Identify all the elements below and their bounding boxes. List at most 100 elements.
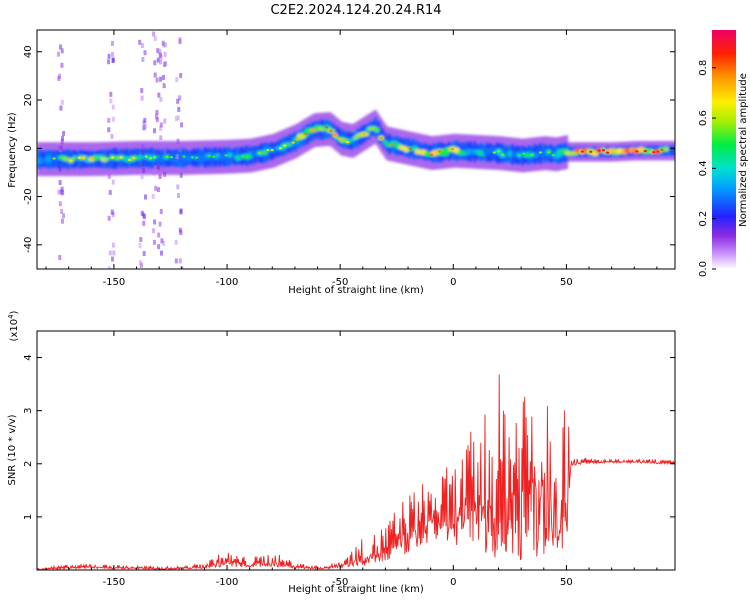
speckle (176, 138, 180, 144)
speckle (178, 258, 182, 264)
band-mid (37, 149, 40, 170)
speckle (162, 241, 166, 247)
ridge-core (387, 144, 392, 147)
ridge-core (81, 156, 86, 159)
speckle (154, 165, 158, 171)
ridge-core (127, 158, 132, 162)
band-mid (354, 131, 357, 148)
ridge-core (207, 154, 211, 157)
x-tick-label: -50 (332, 577, 348, 588)
speckle (109, 98, 113, 104)
speckle (177, 193, 181, 199)
ridge-blob (411, 146, 419, 151)
ridge-core (438, 150, 442, 153)
speckle (141, 150, 145, 156)
snr-y-multiplier: (x104) (7, 310, 20, 341)
ridge-core (190, 156, 195, 159)
ridge-core (165, 155, 169, 158)
speckle (163, 118, 167, 124)
y-tick-label: 40 (23, 45, 34, 58)
band-mid (377, 121, 381, 143)
speckle (154, 114, 158, 120)
ridge-core (291, 141, 295, 144)
x-tick-label: -100 (216, 277, 239, 288)
speckle (155, 117, 159, 123)
speckle (153, 60, 157, 66)
spectrogram-x-label: Height of straight line (km) (288, 285, 424, 296)
speckle (159, 96, 163, 102)
speckle (159, 76, 163, 82)
speckle (107, 127, 111, 133)
speckle (60, 186, 64, 192)
speckle (60, 62, 64, 68)
ridge-core (652, 151, 656, 154)
speckle (161, 74, 165, 80)
ridge-core (643, 150, 647, 153)
y-tick-label: 4 (23, 354, 34, 360)
speckle (159, 59, 163, 65)
speckle (163, 52, 167, 58)
speckle (159, 209, 163, 215)
ridge-core (195, 156, 199, 159)
speckle (139, 262, 143, 268)
ridge-core (538, 151, 543, 154)
ridge-core (211, 155, 216, 158)
ridge-core (182, 155, 186, 158)
ridge-core (119, 156, 123, 159)
snr-series (37, 374, 675, 570)
speckle (143, 50, 147, 56)
speckle (107, 215, 111, 221)
ridge-core (492, 151, 496, 154)
ridge-core (362, 133, 366, 136)
ridge-core (379, 136, 383, 140)
ridge-core (245, 155, 249, 158)
speckle (158, 48, 162, 54)
speckle (111, 57, 115, 63)
ridge-core (522, 152, 526, 155)
speckle (108, 189, 112, 195)
speckle (142, 220, 146, 226)
speckle (139, 162, 143, 168)
ridge-blob (259, 150, 269, 155)
speckle (176, 184, 180, 190)
speckle (108, 250, 112, 256)
snr-y-ticks: 1 2 3 4 (23, 354, 675, 520)
ridge-core (77, 156, 81, 159)
speckle (175, 116, 179, 122)
speckle (178, 95, 182, 101)
speckle (111, 179, 115, 185)
speckle (59, 44, 63, 50)
ridge-core (224, 154, 228, 157)
speckle (179, 230, 183, 236)
speckle (138, 39, 142, 45)
band-mid (373, 116, 377, 137)
x-tick-label: -150 (103, 577, 126, 588)
speckle (62, 213, 66, 219)
speckle (159, 135, 163, 141)
speckle (57, 145, 61, 151)
ridge-core (408, 147, 413, 150)
ridge-core (52, 157, 56, 160)
speckle (60, 135, 64, 141)
speckle (152, 31, 156, 37)
ridge-core (144, 155, 148, 158)
speckle (178, 37, 182, 43)
speckle (59, 105, 63, 111)
ridge-core (257, 152, 262, 155)
spectrogram-y-label: Frequency (Hz) (7, 112, 18, 188)
x-tick-label: 0 (450, 277, 456, 288)
ridge-core (148, 157, 153, 160)
spectrogram-heatmap (37, 31, 675, 269)
speckle (143, 124, 147, 130)
ridge-core (270, 149, 274, 152)
snr-frame (36, 330, 676, 571)
speckle (158, 174, 162, 180)
speckle (110, 209, 114, 215)
speckle (160, 238, 164, 244)
band-mid (379, 126, 383, 144)
ridge-core (597, 149, 601, 152)
ridge-core (605, 151, 610, 154)
ridge-blob (663, 146, 669, 152)
speckle (140, 42, 144, 48)
speckle (153, 219, 157, 225)
